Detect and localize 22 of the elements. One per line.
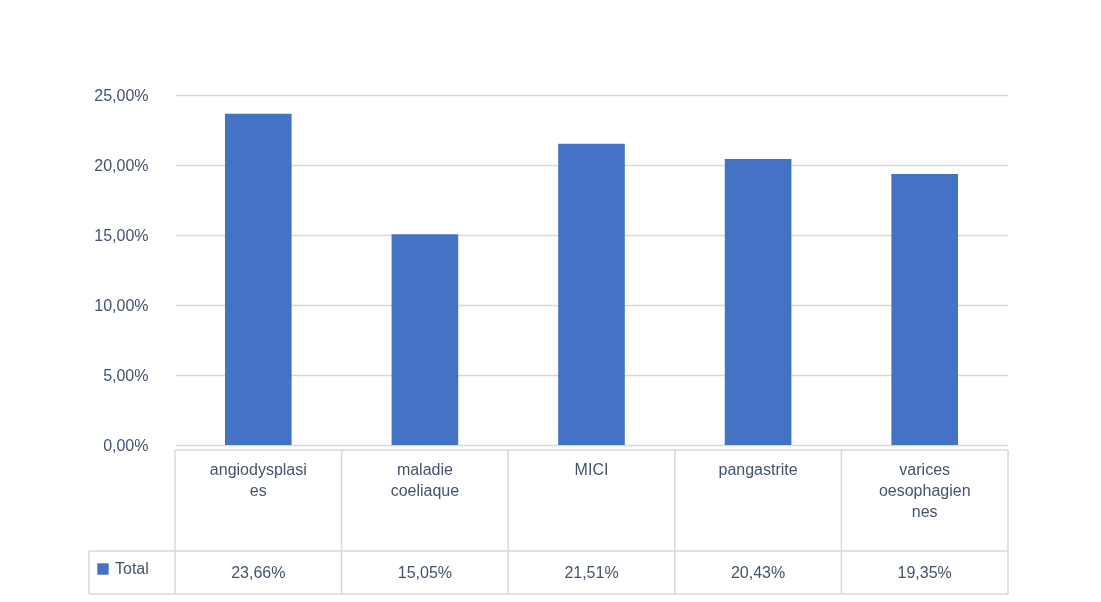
data-label: 23,66% xyxy=(231,563,286,581)
bar xyxy=(558,143,625,445)
data-label: 21,51% xyxy=(564,563,619,581)
bar xyxy=(224,113,292,445)
bar xyxy=(724,158,792,445)
y-tick-label: 20,00% xyxy=(94,156,149,174)
x-tick-label: varices oesophagiennes xyxy=(878,461,971,520)
x-tick-label: maladie coeliaque xyxy=(390,461,460,499)
data-label: 20,43% xyxy=(730,563,786,581)
y-tick-label: 5,00% xyxy=(103,366,149,384)
x-tick-label: angiodysplasies xyxy=(209,461,307,499)
data-label: 15,05% xyxy=(397,563,453,581)
y-tick-label: 0,00% xyxy=(103,436,149,454)
data-label: 19,35% xyxy=(897,563,952,581)
legend-label: Total xyxy=(115,560,149,577)
y-tick-label: 15,00% xyxy=(94,226,149,244)
y-tick-label: 10,00% xyxy=(94,296,149,314)
bar xyxy=(891,174,959,445)
y-tick-label: 25,00% xyxy=(94,86,149,104)
x-tick-label: pangastrite xyxy=(718,461,798,478)
x-tick-label: MICI xyxy=(574,461,609,478)
bar xyxy=(391,234,459,445)
